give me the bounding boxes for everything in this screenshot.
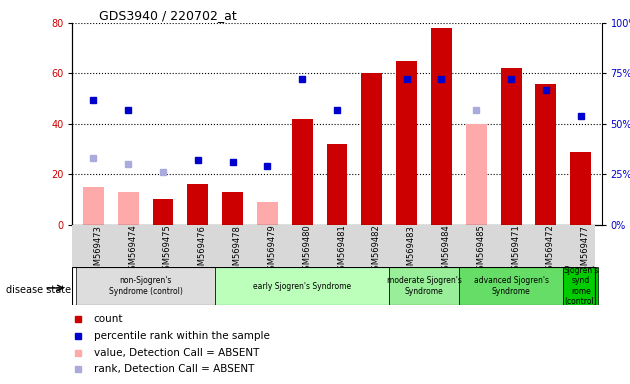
Text: GSM569471: GSM569471 [511,225,520,275]
Bar [459,267,563,305]
Bar [326,144,348,225]
Text: GSM569478: GSM569478 [232,225,241,275]
Text: GSM569472: GSM569472 [546,225,555,275]
Text: GSM569485: GSM569485 [476,225,485,275]
Bar [257,202,278,225]
Text: disease state: disease state [6,285,71,295]
Text: GSM569476: GSM569476 [198,225,207,275]
Text: GSM569477: GSM569477 [581,225,590,275]
Bar [76,267,215,305]
Text: early Sjogren's Syndrome: early Sjogren's Syndrome [253,281,352,291]
Text: value, Detection Call = ABSENT: value, Detection Call = ABSENT [94,348,260,358]
Text: GSM569484: GSM569484 [442,225,450,275]
Bar [536,84,556,225]
Bar [396,61,417,225]
Text: percentile rank within the sample: percentile rank within the sample [94,331,270,341]
Bar [215,267,389,305]
Text: advanced Sjogren's
Syndrome: advanced Sjogren's Syndrome [474,276,549,296]
Bar [362,73,382,225]
Bar [501,68,522,225]
Bar [222,192,243,225]
Bar [389,267,459,305]
Text: GSM569481: GSM569481 [337,225,346,275]
Bar [466,124,487,225]
Bar [118,192,139,225]
Text: rank, Detection Call = ABSENT: rank, Detection Call = ABSENT [94,364,255,374]
Text: moderate Sjogren's
Syndrome: moderate Sjogren's Syndrome [387,276,462,296]
Bar [152,199,173,225]
Bar [570,152,591,225]
Text: GSM569474: GSM569474 [128,225,137,275]
Text: GSM569482: GSM569482 [372,225,381,275]
Text: Sjogren's
synd
rome
(control): Sjogren's synd rome (control) [563,266,598,306]
Bar [83,187,104,225]
Text: GSM569480: GSM569480 [302,225,311,275]
Bar [292,119,312,225]
Bar [187,184,209,225]
Text: GSM569473: GSM569473 [93,225,102,275]
Text: GSM569483: GSM569483 [407,225,416,275]
Text: non-Sjogren's
Syndrome (control): non-Sjogren's Syndrome (control) [108,276,183,296]
Text: GSM569475: GSM569475 [163,225,172,275]
Bar [563,267,598,305]
Text: GDS3940 / 220702_at: GDS3940 / 220702_at [99,9,237,22]
Bar [431,28,452,225]
Text: count: count [94,314,123,324]
Text: GSM569479: GSM569479 [267,225,277,275]
